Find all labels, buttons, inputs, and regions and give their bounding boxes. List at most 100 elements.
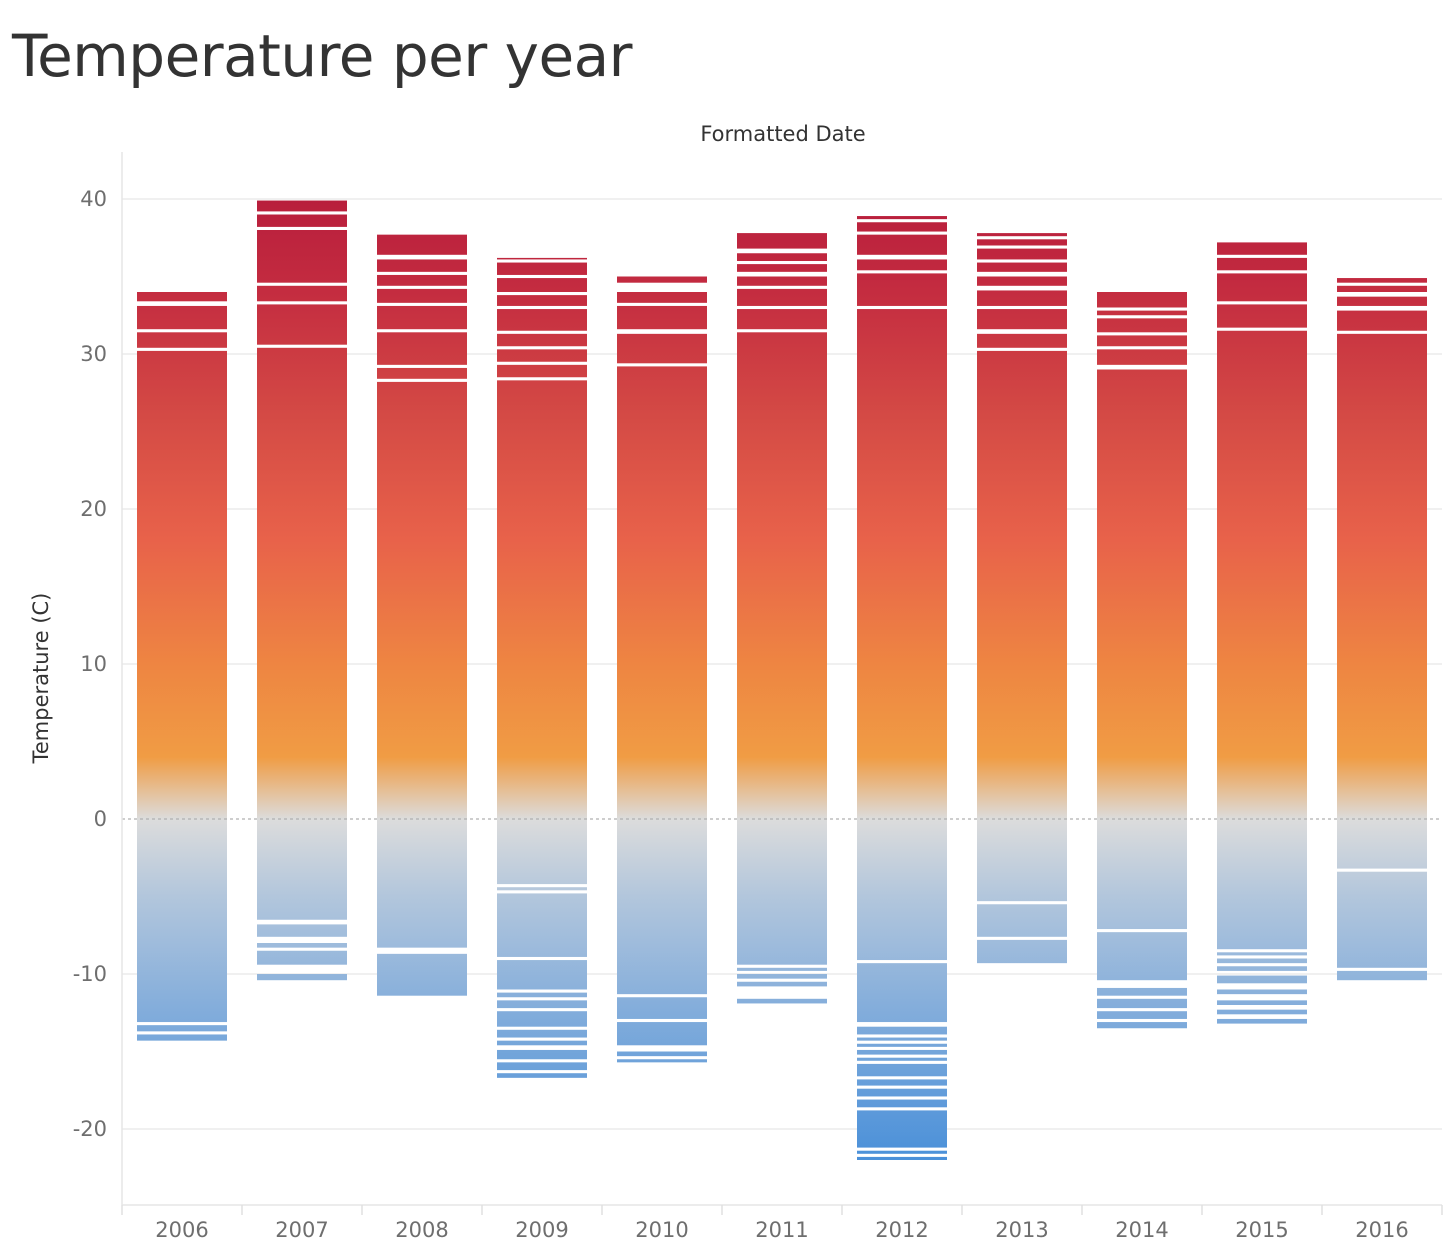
bar-segment[interactable] (617, 276, 707, 283)
bar-segment[interactable] (977, 262, 1067, 272)
bar-segment[interactable] (857, 234, 947, 255)
bar-segment[interactable] (497, 262, 587, 275)
bar-segment[interactable] (1217, 958, 1307, 964)
bar-segment[interactable] (257, 200, 347, 212)
bar-segment[interactable] (497, 1011, 587, 1027)
bar-segment[interactable] (377, 367, 467, 379)
bar-segment[interactable] (497, 887, 587, 891)
bar-segment[interactable] (977, 239, 1067, 246)
bar-segment[interactable] (257, 304, 347, 345)
bar-segment[interactable] (497, 295, 587, 306)
bar-segment[interactable] (617, 1051, 707, 1057)
bar-segment[interactable] (137, 332, 227, 348)
bar-segment[interactable] (497, 257, 587, 260)
bar-segment[interactable] (137, 350, 227, 1023)
bar-segment[interactable] (1217, 304, 1307, 328)
bar-segment[interactable] (1217, 273, 1307, 302)
bar-segment[interactable] (737, 309, 827, 330)
bar-segment[interactable] (1337, 310, 1427, 331)
bar-segment[interactable] (497, 349, 587, 362)
bar-segment[interactable] (857, 1043, 947, 1047)
bar-segment[interactable] (497, 1049, 587, 1060)
bar-segment[interactable] (1217, 257, 1307, 271)
bar-segment[interactable] (857, 1063, 947, 1077)
bar-segment[interactable] (1097, 369, 1187, 930)
bar-segment[interactable] (1337, 970, 1427, 981)
bar-segment[interactable] (617, 1022, 707, 1046)
bar-segment[interactable] (1337, 296, 1427, 306)
bar-segment[interactable] (1097, 1022, 1187, 1029)
bar-segment[interactable] (497, 364, 587, 378)
bar-segment[interactable] (497, 992, 587, 998)
bar-segment[interactable] (1337, 333, 1427, 869)
bar-segment[interactable] (497, 1040, 587, 1046)
bar-segment[interactable] (617, 292, 707, 303)
bar-segment[interactable] (977, 233, 1067, 237)
bar-segment[interactable] (977, 350, 1067, 902)
bar-segment[interactable] (737, 253, 827, 261)
bar-segment[interactable] (737, 276, 827, 286)
bar-segment[interactable] (737, 233, 827, 249)
bar-segment[interactable] (1217, 989, 1307, 995)
bar-segment[interactable] (857, 309, 947, 961)
bar-segment[interactable] (1097, 335, 1187, 347)
bar-segment[interactable] (257, 974, 347, 981)
bar-segment[interactable] (1217, 242, 1307, 255)
bar-segment[interactable] (497, 893, 587, 957)
bar-segment[interactable] (377, 234, 467, 255)
bar-segment[interactable] (497, 1029, 587, 1038)
bar-segment[interactable] (617, 333, 707, 364)
bar-segment[interactable] (857, 1049, 947, 1055)
bar-segment[interactable] (377, 953, 467, 996)
bar-segment[interactable] (857, 259, 947, 271)
bar-segment[interactable] (1217, 1018, 1307, 1024)
bar-segment[interactable] (857, 1026, 947, 1035)
bar-segment[interactable] (1097, 1011, 1187, 1019)
bar-segment[interactable] (137, 1025, 227, 1032)
bar-segment[interactable] (737, 967, 827, 971)
bar-segment[interactable] (1217, 952, 1307, 956)
bar-segment[interactable] (1097, 998, 1187, 1009)
bar-segment[interactable] (857, 1037, 947, 1041)
bar-segment[interactable] (257, 943, 347, 948)
bar-segment[interactable] (377, 381, 467, 948)
bar-segment[interactable] (857, 1099, 947, 1108)
bar-segment[interactable] (617, 1059, 707, 1063)
bar-segment[interactable] (1097, 987, 1187, 996)
bar-segment[interactable] (1097, 292, 1187, 308)
bar-segment[interactable] (1337, 278, 1427, 283)
bar-segment[interactable] (617, 366, 707, 995)
bar-segment[interactable] (617, 997, 707, 1019)
bar-segment[interactable] (737, 332, 827, 965)
bar-segment[interactable] (1097, 318, 1187, 333)
bar-segment[interactable] (857, 1110, 947, 1148)
bar-segment[interactable] (977, 333, 1067, 348)
bar-segment[interactable] (737, 974, 827, 979)
bar-segment[interactable] (257, 230, 347, 283)
bar-segment[interactable] (377, 288, 467, 303)
bar-segment[interactable] (137, 1034, 227, 1041)
bar-segment[interactable] (977, 904, 1067, 937)
bar-segment[interactable] (737, 981, 827, 987)
bar-segment[interactable] (257, 285, 347, 302)
bar-segment[interactable] (377, 305, 467, 330)
bar-segment[interactable] (257, 214, 347, 227)
bar-segment[interactable] (497, 1000, 587, 1009)
bar-segment[interactable] (857, 1057, 947, 1061)
bar-segment[interactable] (137, 305, 227, 330)
bar-segment[interactable] (977, 309, 1067, 330)
bar-segment[interactable] (857, 273, 947, 306)
bar-segment[interactable] (977, 276, 1067, 286)
bar-segment[interactable] (1097, 310, 1187, 316)
bar-segment[interactable] (1097, 349, 1187, 365)
bar-segment[interactable] (137, 292, 227, 302)
bar-segment[interactable] (1337, 285, 1427, 292)
bar-segment[interactable] (977, 248, 1067, 260)
bar-segment[interactable] (857, 222, 947, 232)
bar-segment[interactable] (1217, 1009, 1307, 1015)
bar-segment[interactable] (257, 950, 347, 965)
bar-segment[interactable] (497, 309, 587, 331)
bar-segment[interactable] (857, 216, 947, 220)
bar-segment[interactable] (977, 939, 1067, 964)
bar-segment[interactable] (857, 1156, 947, 1160)
